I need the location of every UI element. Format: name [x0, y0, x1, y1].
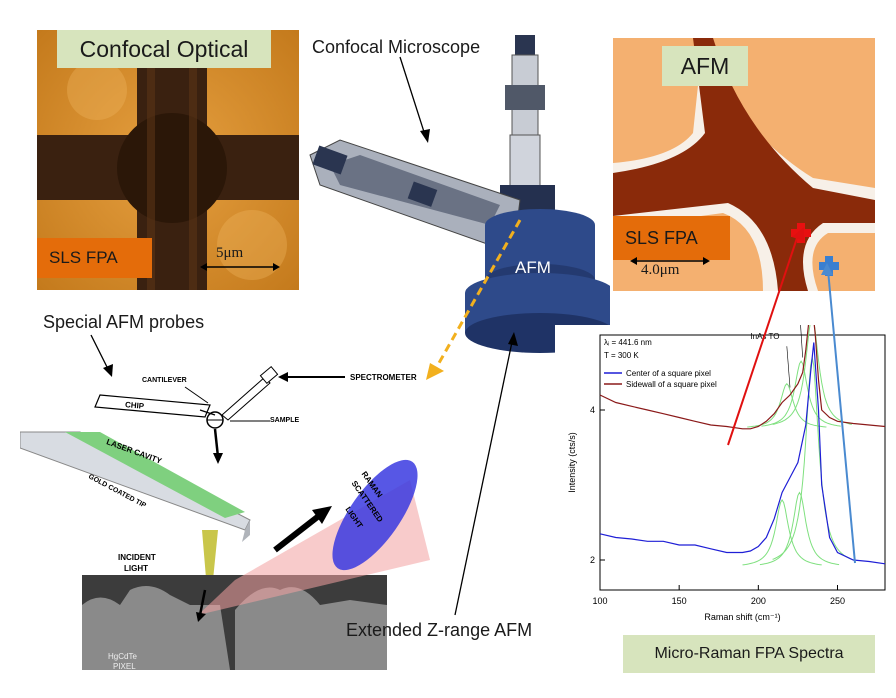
dashed-yellow-arrow — [426, 219, 522, 380]
micro-raman-title: Micro-Raman FPA Spectra — [623, 635, 875, 673]
wavelength-annotation: λᵢ = 441.6 nm — [604, 338, 652, 347]
laser-probe-illustration — [20, 431, 430, 670]
afm-instrument-label: AFM — [515, 258, 551, 277]
inas-to-pointer — [786, 346, 791, 388]
y-tick-label: 2 — [590, 555, 595, 565]
cantilever-label: CANTILEVER — [142, 377, 187, 384]
x-tick-label: 100 — [592, 596, 607, 606]
confocal-scale-bar — [200, 263, 280, 271]
special-probes-label: Special AFM probes — [43, 312, 205, 332]
afm-title: AFM — [662, 46, 748, 86]
confocal-microscope-label: Confocal Microscope — [312, 37, 481, 57]
confocal-scale-label: 5μm — [216, 245, 244, 261]
afm-sample-label: SLS FPA — [613, 216, 730, 260]
incident-label: INCIDENT — [118, 553, 156, 562]
pixel-label-line1: HgCdTe — [108, 652, 137, 661]
plot-frame — [599, 334, 886, 591]
chip-label: CHIP — [124, 400, 145, 411]
series-line-center — [599, 342, 886, 565]
afm-scale-bar — [630, 257, 710, 265]
connector-arrows — [727, 227, 856, 564]
y-tick-label: 4 — [590, 405, 595, 415]
x-tick-label: 250 — [830, 596, 845, 606]
confocal-microscope-arrow — [399, 56, 430, 143]
microscope-illustration — [309, 35, 610, 353]
x-axis-label: Raman shift (cm⁻¹) — [704, 612, 780, 622]
blue-cross-marker — [819, 256, 839, 276]
x-tick-label: 150 — [672, 596, 687, 606]
y-axis-label: Intensity (cts/s) — [567, 432, 577, 493]
extended-z-arrow — [454, 332, 518, 616]
spectrometer-label: SPECTROMETER — [350, 373, 417, 382]
raman-chart: 100 150 200 250 2 4 Raman shift (cm⁻¹) Intensit… — [555, 325, 890, 630]
gasb-to-pointer — [800, 325, 803, 358]
confocal-image — [37, 30, 299, 290]
temperature-annotation: T = 300 K — [604, 351, 639, 360]
series-line-sidewall — [599, 325, 886, 430]
fit-peak-sidewall — [761, 360, 841, 427]
confocal-sample-label: SLS FPA — [37, 238, 152, 278]
fit-peak-sidewall — [772, 325, 852, 425]
light-label: LIGHT — [124, 564, 148, 573]
special-probes-arrow — [90, 334, 113, 377]
fit-peak-center — [759, 491, 840, 566]
confocal-title: Confocal Optical — [57, 30, 271, 68]
confocal-image-graphic — [37, 30, 299, 290]
legend-label: Center of a square pixel — [626, 369, 711, 378]
legend-label: Sidewall of a square pixel — [626, 380, 717, 389]
extended-z-label: Extended Z-range AFM — [346, 620, 533, 640]
sample-label: SAMPLE — [270, 417, 300, 424]
probe-schematic — [94, 365, 345, 464]
fit-peak-center — [742, 499, 822, 566]
afm-scale-label: 4.0μm — [641, 262, 680, 278]
x-tick-label: 200 — [751, 596, 766, 606]
chart-background — [555, 325, 890, 630]
pixel-label-line2: PIXEL — [113, 662, 136, 671]
